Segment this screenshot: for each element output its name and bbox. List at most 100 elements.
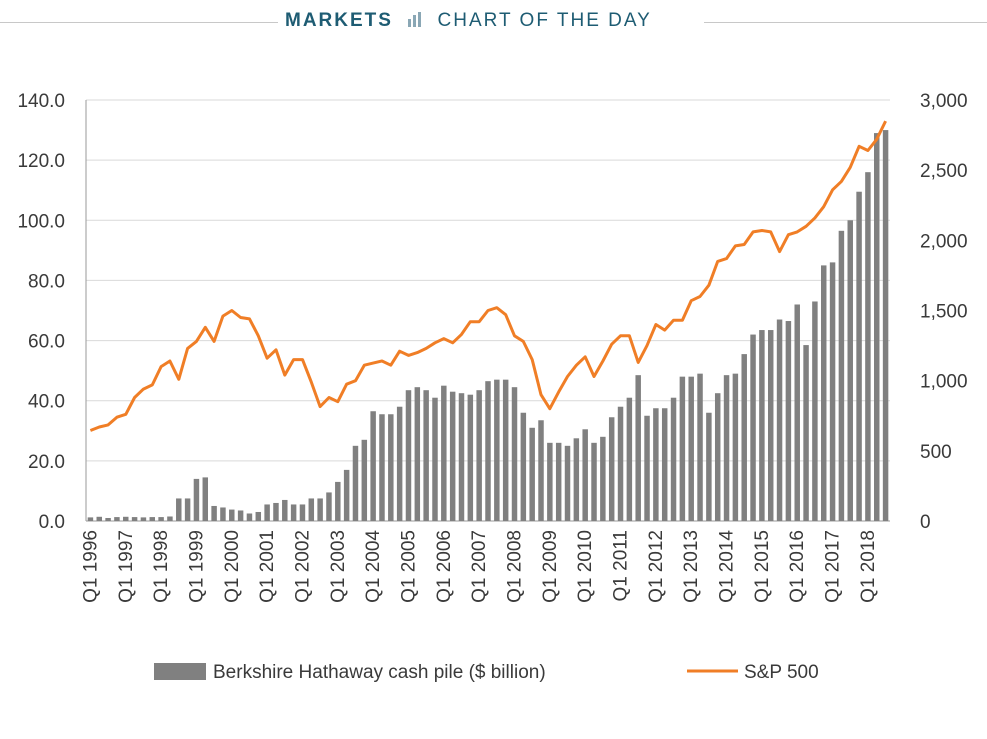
cash-bar [282, 499, 288, 521]
cash-bar [741, 354, 747, 521]
cash-bar [388, 414, 394, 521]
cash-bar [732, 373, 739, 521]
cash-bar [449, 391, 456, 521]
right-tick-label: 1,000 [920, 372, 968, 393]
cash-bar [379, 414, 385, 521]
cash-bar [882, 130, 889, 522]
x-tick-label: Q1 2012 [646, 530, 667, 603]
cash-bar [785, 321, 792, 521]
cash-bar [529, 427, 535, 521]
cash-bar [697, 373, 703, 521]
x-tick-label: Q1 2008 [505, 530, 526, 603]
left-tick-label: 60.0 [28, 332, 65, 353]
x-tick-label: Q1 2005 [399, 530, 420, 603]
cash-bar [538, 420, 544, 521]
cash-bar [423, 390, 429, 521]
cash-bar [202, 477, 209, 521]
right-tick-label: 0 [920, 512, 931, 533]
header-brand: MARKETS [285, 10, 393, 31]
left-tick-label: 80.0 [28, 271, 65, 292]
cash-bar [485, 381, 491, 521]
cash-bar [653, 408, 659, 521]
header-label: CHART OF THE DAY [437, 10, 652, 31]
cash-bar [644, 415, 650, 521]
cash-bar [176, 498, 182, 521]
x-tick-label: Q1 2009 [540, 530, 561, 603]
legend-bar-swatch [154, 663, 206, 680]
cash-bar [211, 505, 217, 521]
left-axis-ticks: 0.0 20.0 40.0 60.0 80.0 100.0 120.0 140.0 [17, 91, 65, 533]
x-axis-ticks: Q1 1996 Q1 1997 Q1 1998 Q1 1999 Q1 2000 Q1 20… [80, 530, 879, 603]
cash-bar [229, 509, 235, 521]
right-tick-label: 3,000 [920, 91, 968, 112]
cash-bar [688, 376, 694, 521]
cash-bar [290, 504, 297, 521]
x-tick-label: Q1 2004 [363, 530, 384, 603]
cash-bar [246, 513, 253, 521]
cash-bar [105, 517, 111, 521]
x-tick-label: Q1 2017 [823, 530, 844, 603]
cash-bar [193, 478, 200, 521]
cash-bar [838, 230, 845, 521]
cash-bar [511, 387, 518, 521]
cash-bar [520, 412, 527, 521]
cash-bar [123, 516, 129, 521]
legend: Berkshire Hathaway cash pile ($ billion)… [154, 662, 819, 683]
cash-bar [220, 507, 226, 521]
header-title: MARKETS CHART OF THE DAY [285, 10, 652, 32]
cash-bar [476, 390, 482, 521]
legend-bar-label: Berkshire Hathaway cash pile ($ billion) [213, 662, 546, 683]
left-tick-label: 20.0 [28, 452, 65, 473]
cash-bar [441, 385, 447, 521]
left-tick-label: 100.0 [17, 211, 65, 232]
sp500-line-group [89, 120, 887, 432]
x-tick-label: Q1 1999 [186, 530, 207, 603]
left-tick-label: 140.0 [17, 91, 65, 112]
cash-bar [582, 429, 588, 521]
cash-bar [396, 406, 403, 521]
legend-line-label: S&P 500 [744, 662, 819, 683]
x-tick-label: Q1 2013 [681, 530, 702, 603]
cash-bar [458, 393, 465, 521]
cash-bar [670, 397, 677, 521]
cash-bar [608, 417, 615, 521]
cash-bar [158, 517, 164, 521]
bar-chart-icon [408, 12, 422, 27]
left-tick-label: 0.0 [39, 512, 65, 533]
cash-bar [317, 498, 323, 521]
cash-bar [635, 375, 641, 521]
x-tick-label: Q1 1997 [116, 530, 137, 603]
cash-bar [714, 393, 721, 521]
cash-bar [874, 133, 880, 522]
x-tick-label: Q1 2016 [787, 530, 808, 603]
cash-bar [140, 517, 147, 521]
cash-bar [767, 330, 774, 521]
cash-bar [114, 517, 120, 521]
cash-bar [326, 492, 332, 521]
cash-bar [865, 172, 871, 521]
right-axis-ticks: 0 500 1,000 1,500 2,000 2,500 3,000 [920, 91, 968, 533]
cash-bar [829, 262, 836, 521]
cash-bar [555, 442, 562, 521]
cash-bar [131, 517, 138, 521]
cash-bar [343, 469, 350, 521]
right-tick-label: 1,500 [920, 302, 968, 323]
cash-bar [803, 345, 809, 521]
cash-bar [591, 442, 597, 521]
x-tick-label: Q1 2001 [257, 530, 278, 603]
cash-bar [432, 397, 438, 521]
cash-bar [750, 334, 756, 521]
left-tick-label: 120.0 [17, 151, 65, 172]
cash-bar [626, 397, 633, 521]
cash-bar [255, 511, 262, 521]
cash-bar [679, 376, 686, 521]
cash-bar [856, 191, 862, 522]
cash-bar [820, 265, 827, 521]
cash-bar [335, 481, 341, 521]
cash-bar [237, 510, 244, 521]
cash-bar [494, 379, 500, 521]
x-tick-label: Q1 2007 [469, 530, 490, 603]
cash-bar [600, 436, 606, 521]
x-tick-label: Q1 2010 [575, 530, 596, 603]
